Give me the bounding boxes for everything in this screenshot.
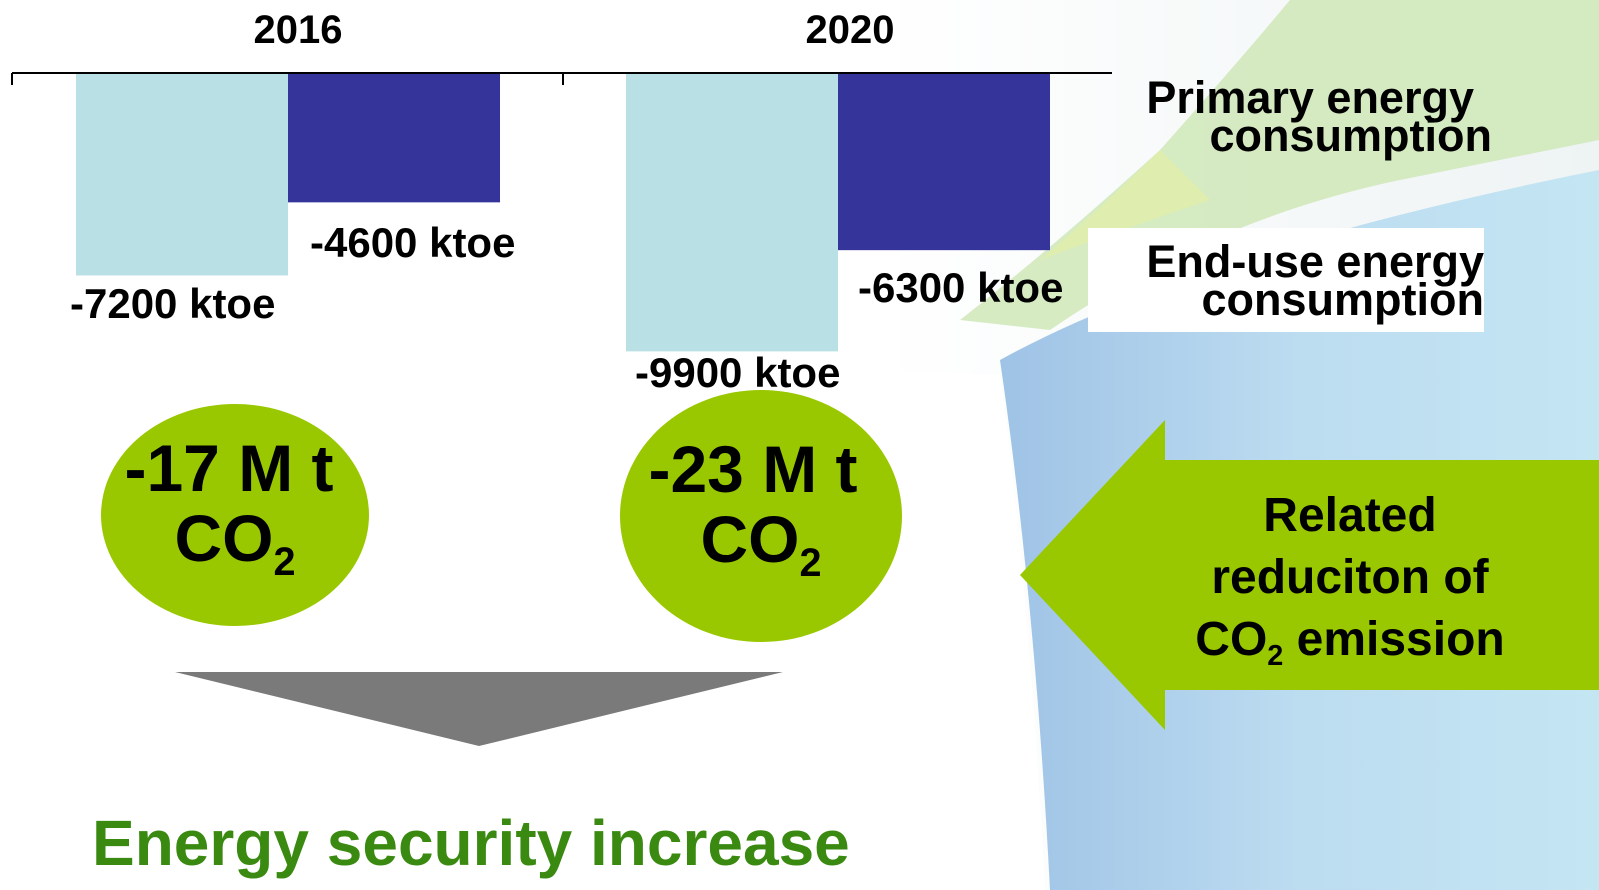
left-arrow-icon xyxy=(1020,420,1599,730)
down-triangle-icon xyxy=(175,672,783,746)
legend-primary-energy: Primary energy consumption xyxy=(1090,72,1492,161)
co2-reduction-2020: -23 M t CO2 xyxy=(620,390,902,642)
co2-reduction-2016: -17 M t CO2 xyxy=(101,404,369,626)
energy-security-conclusion: Energy security increase xyxy=(92,807,850,879)
value-label-primary-2016: -7200 ktoe xyxy=(70,280,276,327)
co2-value-2020: -23 M t xyxy=(648,432,858,507)
bar-enduse-2016 xyxy=(288,73,500,203)
value-label-primary-2020: -9900 ktoe xyxy=(635,349,841,396)
arrow-callout-line3: CO2 emission xyxy=(1195,613,1505,673)
co2-value-2016: -17 M t xyxy=(124,431,334,506)
arrow-callout-line1: Related xyxy=(1263,489,1437,542)
bar-primary-2016 xyxy=(76,73,288,276)
category-label-2020: 2020 xyxy=(805,8,895,52)
arrow-callout-text: Related reduciton of CO2 emission xyxy=(1140,485,1560,687)
bar-primary-2020 xyxy=(626,73,838,352)
legend-enduse-line1: End-use energy xyxy=(1146,236,1484,287)
legend-enduse-energy: End-use energy consumption xyxy=(1088,228,1484,332)
legend-enduse-line2: consumption xyxy=(1201,274,1484,325)
legend-primary-line2: consumption xyxy=(1209,110,1492,161)
bar-enduse-2020 xyxy=(838,73,1050,251)
arrow-callout-line2: reduciton of xyxy=(1211,551,1489,604)
value-label-enduse-2020: -6300 ktoe xyxy=(858,264,1064,311)
value-label-enduse-2016: -4600 ktoe xyxy=(310,219,516,266)
legend-primary-line1: Primary energy xyxy=(1146,72,1474,123)
co2-unit-2016: CO2 xyxy=(174,501,296,584)
category-label-2016: 2016 xyxy=(253,8,343,52)
co2-unit-2020: CO2 xyxy=(700,502,822,585)
